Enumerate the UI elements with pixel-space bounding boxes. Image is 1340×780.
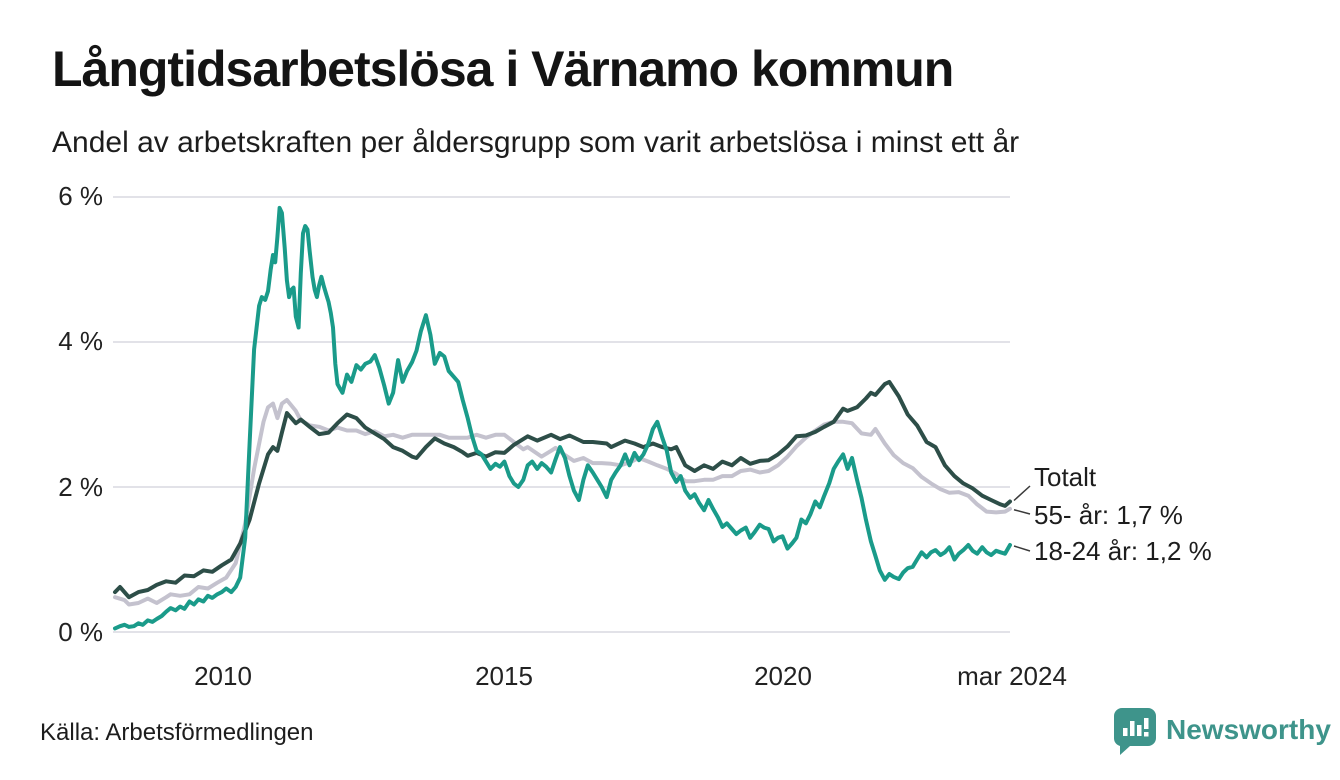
source-note: Källa: Arbetsförmedlingen bbox=[40, 719, 314, 746]
page-title: Långtidsarbetslösa i Värnamo kommun bbox=[52, 41, 954, 97]
series-end-label-18-24: 18-24 år: 1,2 % bbox=[1034, 536, 1212, 566]
line-55-r bbox=[113, 398, 1012, 607]
chart-subtitle: Andel av arbetskraften per åldersgrupp s… bbox=[52, 126, 1020, 159]
y-axis-tick-6: 6 % bbox=[58, 181, 103, 211]
series-end-label-totalt: Totalt bbox=[1034, 462, 1097, 492]
line-totalt bbox=[113, 379, 1012, 600]
y-axis-tick-2: 2 % bbox=[58, 472, 103, 502]
annotation-leader-1 bbox=[1013, 509, 1031, 515]
line-18-24-r bbox=[113, 205, 1012, 631]
annotation-leader-0 bbox=[1013, 485, 1031, 502]
x-axis-tick-2015: 2015 bbox=[475, 661, 533, 691]
x-axis-tick-mar-2024: mar 2024 bbox=[957, 661, 1067, 691]
x-axis-tick-2020: 2020 bbox=[754, 661, 812, 691]
x-axis-tick-2010: 2010 bbox=[194, 661, 252, 691]
newsworthy-logo: Newsworthy bbox=[1114, 708, 1331, 758]
y-axis-tick-4: 4 % bbox=[58, 326, 103, 356]
series-end-label-55: 55- år: 1,7 % bbox=[1034, 500, 1183, 530]
y-axis-tick-0: 0 % bbox=[58, 617, 103, 647]
newsworthy-logo-text: Newsworthy bbox=[1166, 714, 1331, 745]
newsworthy-logo-icon bbox=[1114, 708, 1156, 755]
annotation-leader-2 bbox=[1013, 545, 1031, 552]
gridlines bbox=[113, 196, 1010, 633]
